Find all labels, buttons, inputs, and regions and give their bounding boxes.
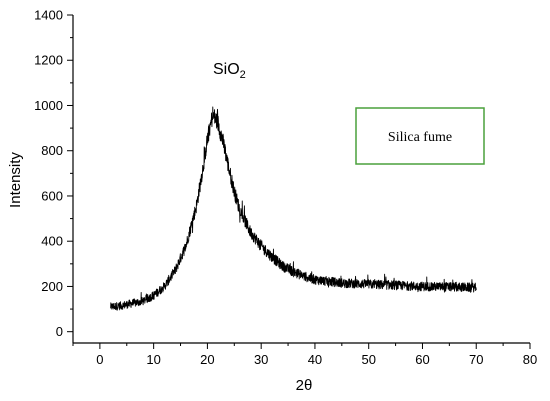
- x-tick-label: 50: [361, 352, 375, 367]
- y-tick-label: 1000: [34, 98, 63, 113]
- series-layer: [110, 106, 477, 311]
- legend-label: Silica fume: [388, 130, 452, 145]
- axes: [72, 15, 530, 344]
- x-tick-label: 20: [200, 352, 214, 367]
- x-tick-label: 80: [523, 352, 537, 367]
- x-tick-label: 40: [308, 352, 322, 367]
- peak-annotation: SiO2: [213, 61, 246, 81]
- y-tick-label: 600: [41, 188, 63, 203]
- y-tick-label: 1400: [34, 8, 63, 23]
- x-tick-label: 0: [96, 352, 103, 367]
- y-tick-label: 1200: [34, 53, 63, 68]
- x-axis-title: 2θ: [296, 377, 313, 394]
- legend-frame: [355, 107, 485, 165]
- x-tick-label: 10: [146, 352, 160, 367]
- legend-box: Silica fume: [355, 107, 485, 165]
- peak-annotation-main: SiO: [213, 61, 240, 78]
- y-axis-title: Intensity: [7, 152, 24, 208]
- y-tick-label: 800: [41, 143, 63, 158]
- y-tick-label: 200: [41, 279, 63, 294]
- y-tick-label: 0: [56, 324, 63, 339]
- x-tick-label: 70: [469, 352, 483, 367]
- peak-annotation-subscript: 2: [240, 69, 246, 81]
- x-tick-label: 30: [254, 352, 268, 367]
- y-axis-ticks: 0 200 400 600 800 1000 1200 1400: [34, 8, 73, 339]
- series-line-silica-fume: [110, 106, 477, 311]
- x-axis-ticks: 0 10 20 30 40 50 60 70 80: [72, 343, 537, 367]
- x-tick-label: 60: [415, 352, 429, 367]
- y-tick-label: 400: [41, 234, 63, 249]
